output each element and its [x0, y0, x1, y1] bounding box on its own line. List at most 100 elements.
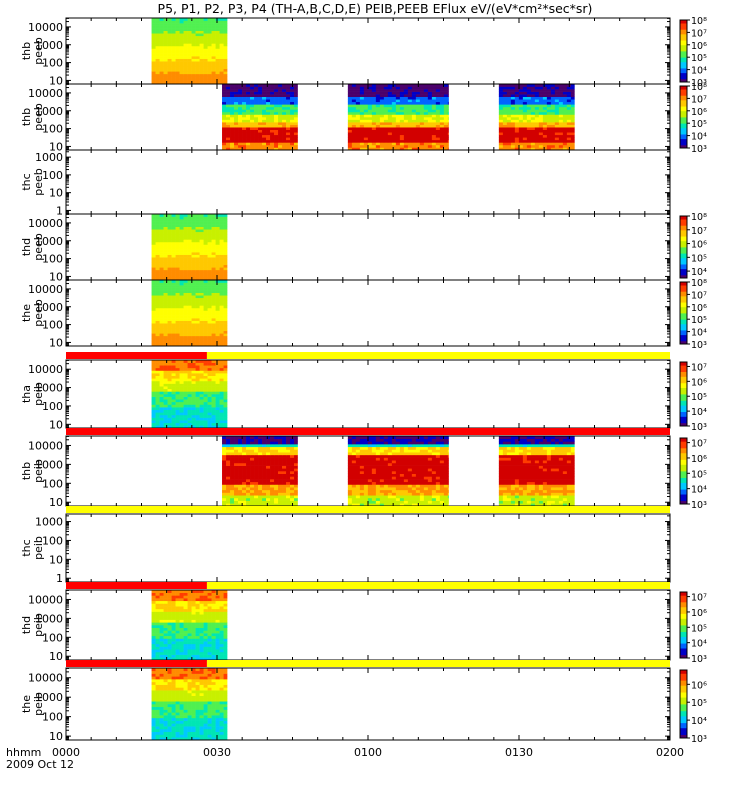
panel-thd-peib: 10 100 1000 10000 thd peib 10³ 10⁴ 10⁵ 10⁶ 10⁷	[20, 582, 707, 665]
y-tick-label: 100	[42, 631, 63, 644]
spectrogram-block	[151, 590, 228, 661]
y-tick-label: 10000	[28, 363, 63, 376]
colorbar-tick-label: 10³	[691, 144, 707, 155]
colorbar-frame	[679, 85, 688, 149]
status-bar-yellow	[206, 352, 670, 359]
y-tick-label: 1	[56, 572, 63, 585]
status-bar-yellow	[206, 582, 670, 589]
y-tick-label: 100	[42, 477, 63, 490]
colorbar-tick-label: 10³	[691, 734, 707, 745]
colorbar-tick-label: 10⁷	[691, 290, 707, 301]
y-axis-label: peeb	[32, 168, 45, 196]
y-tick-label: 1000	[35, 382, 63, 395]
spectrogram-block	[347, 84, 449, 151]
y-axis-label: thb	[20, 462, 33, 480]
spectrogram-block	[151, 360, 228, 429]
y-tick-label: 10000	[28, 217, 63, 230]
y-tick-label: 10000	[28, 21, 63, 34]
y-axis-label: the	[20, 695, 33, 713]
panel-thd-peeb: 10 100 1000 10000 thd peeb 10⁴ 10⁵ 10⁶ 10⁷ 10⁸	[20, 212, 707, 283]
colorbar-tick-label: 10⁵	[691, 53, 707, 64]
colorbar-tick-label: 10⁶	[691, 608, 707, 619]
y-tick-label: 10	[49, 270, 63, 283]
y-tick-label: 100	[42, 534, 63, 547]
spectrogram-block	[222, 84, 298, 151]
y-axis-label: peib	[32, 692, 45, 716]
colorbar-tick-label: 10⁴	[691, 267, 707, 278]
colorbar: 10³ 10⁴ 10⁵ 10⁶ 10⁷	[679, 437, 707, 511]
y-tick-label: 10000	[28, 283, 63, 296]
y-axis-label: tha	[20, 385, 33, 403]
colorbar-tick-label: 10⁶	[691, 303, 707, 314]
y-axis-label: peeb	[32, 299, 45, 327]
colorbar-frame	[679, 19, 688, 83]
spectrogram-block	[222, 436, 298, 507]
colorbar-tick-label: 10⁷	[691, 439, 707, 450]
chart-title: P5, P1, P2, P3, P4 (TH-A,B,C,D,E) PEIB,P…	[158, 1, 593, 16]
y-axis-label: thd	[20, 238, 33, 256]
y-axis-label: peib	[32, 536, 45, 560]
y-tick-label: 10	[49, 140, 63, 153]
y-axis-label: thd	[20, 616, 33, 634]
colorbar-frame	[679, 591, 688, 659]
colorbar-tick-label: 10⁵	[691, 315, 707, 326]
x-tick-label: 0200	[656, 746, 684, 759]
y-tick-label: 100	[42, 253, 63, 266]
colorbar-tick-label: 10⁶	[691, 41, 707, 52]
y-tick-label: 100	[42, 169, 63, 182]
spectrogram-block	[347, 436, 449, 507]
colorbar-tick-label: 10⁵	[691, 253, 707, 264]
colorbar-frame	[679, 437, 688, 505]
y-tick-label: 10	[49, 336, 63, 349]
colorbar-tick-label: 10⁸	[691, 278, 707, 289]
status-bar-yellow	[206, 660, 670, 667]
colorbar-tick-label: 10⁶	[691, 107, 707, 118]
colorbar-tick-label: 10⁵	[691, 623, 707, 634]
y-tick-label: 1000	[35, 151, 63, 164]
y-tick-label: 100	[42, 57, 63, 70]
y-tick-label: 10	[49, 730, 63, 743]
colorbar-tick-label: 10⁶	[691, 240, 707, 251]
colorbar-frame	[679, 669, 688, 739]
colorbar-tick-label: 10³	[691, 500, 707, 511]
y-tick-label: 1000	[35, 516, 63, 529]
x-axis: 0000 0030 0100 0130 0200	[52, 746, 684, 759]
y-tick-label: 10	[49, 418, 63, 431]
colorbar-tick-label: 10⁷	[691, 28, 707, 39]
colorbar: 10⁴ 10⁵ 10⁶ 10⁷ 10⁸	[679, 212, 707, 279]
x-axis-label: hhmm	[6, 746, 41, 759]
y-axis-label: thb	[20, 42, 33, 60]
status-bar-red	[66, 660, 207, 667]
x-tick-label: 0000	[52, 746, 80, 759]
colorbar-tick-label: 10⁸	[691, 82, 707, 93]
y-tick-label: 1000	[35, 105, 63, 118]
y-tick-label: 100	[42, 711, 63, 724]
colorbar-tick-label: 10⁷	[691, 593, 707, 604]
y-tick-label: 10	[49, 650, 63, 663]
colorbar-tick-label: 10⁴	[691, 639, 707, 650]
y-tick-label: 10000	[28, 593, 63, 606]
y-tick-label: 10000	[28, 439, 63, 452]
y-tick-label: 1000	[35, 235, 63, 248]
y-axis-label: peeb	[32, 37, 45, 65]
y-axis-label: thc	[20, 173, 33, 190]
colorbar-tick-label: 10⁵	[691, 698, 707, 709]
y-tick-label: 1000	[35, 39, 63, 52]
panel-tha-peib: 10 100 1000 10000 tha peib 10³ 10⁴ 10⁵ 10⁶ 10⁷	[20, 352, 707, 433]
panel-thb-peib: 10 100 1000 10000 thb peib 10³ 10⁴ 10⁵ 10⁶ 10⁷	[20, 428, 707, 511]
x-tick-label: 0100	[354, 746, 382, 759]
y-tick-label: 100	[42, 319, 63, 332]
colorbar-tick-label: 10⁷	[691, 226, 707, 237]
y-axis-label: peib	[32, 613, 45, 637]
colorbar-tick-label: 10⁸	[691, 16, 707, 27]
colorbar-frame	[679, 361, 688, 427]
colorbar-tick-label: 10⁵	[691, 469, 707, 480]
panel-frame	[65, 513, 671, 583]
colorbar-frame	[679, 281, 688, 345]
